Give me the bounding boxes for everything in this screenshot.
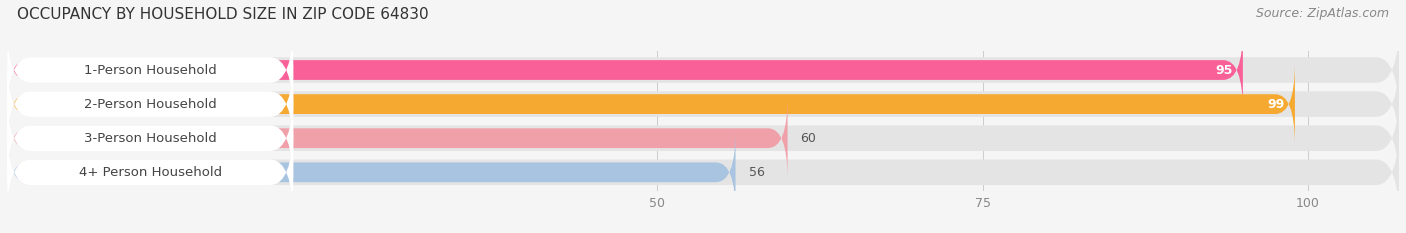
FancyBboxPatch shape [7,21,294,119]
Text: 2-Person Household: 2-Person Household [84,98,217,111]
Text: 1-Person Household: 1-Person Household [84,64,217,76]
FancyBboxPatch shape [7,97,787,179]
FancyBboxPatch shape [7,90,1399,187]
Text: 56: 56 [748,166,765,179]
FancyBboxPatch shape [7,55,1399,153]
Text: OCCUPANCY BY HOUSEHOLD SIZE IN ZIP CODE 64830: OCCUPANCY BY HOUSEHOLD SIZE IN ZIP CODE … [17,7,429,22]
Text: 3-Person Household: 3-Person Household [84,132,217,145]
FancyBboxPatch shape [7,124,294,221]
Text: 60: 60 [800,132,817,145]
Text: Source: ZipAtlas.com: Source: ZipAtlas.com [1256,7,1389,20]
Text: 99: 99 [1267,98,1285,111]
FancyBboxPatch shape [7,131,735,214]
FancyBboxPatch shape [7,55,294,153]
FancyBboxPatch shape [7,124,1399,221]
Text: 4+ Person Household: 4+ Person Household [79,166,222,179]
FancyBboxPatch shape [7,29,1243,111]
FancyBboxPatch shape [7,63,1295,145]
FancyBboxPatch shape [7,90,294,187]
FancyBboxPatch shape [7,21,1399,119]
Text: 95: 95 [1215,64,1233,76]
